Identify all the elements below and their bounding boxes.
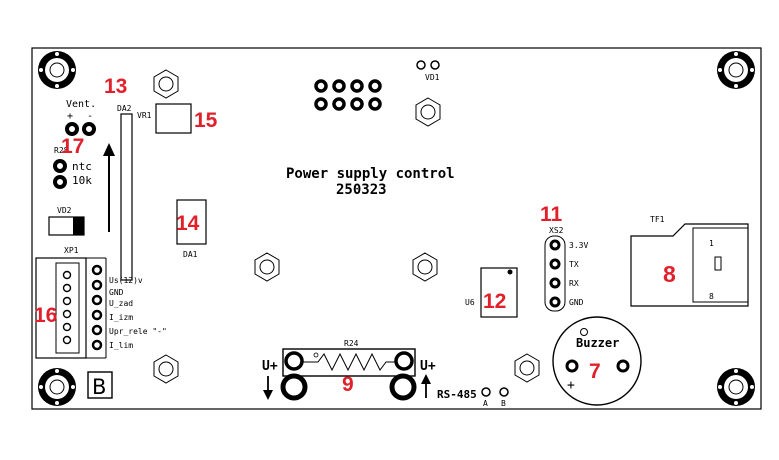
xp1-pin-label: GND xyxy=(109,288,124,297)
u6-pin1-dot xyxy=(507,269,513,275)
hex-standoff xyxy=(514,353,540,383)
xp1-housing xyxy=(35,257,87,359)
xp1-inner xyxy=(55,262,80,354)
xp1-label: XP1 xyxy=(64,246,79,255)
board-code: 250323 xyxy=(336,182,387,198)
tf1-tab xyxy=(714,256,722,271)
mounting-hole-bottom-right xyxy=(717,368,755,406)
arrow-down-icon xyxy=(263,376,273,400)
arrow-up-icon xyxy=(103,143,115,232)
buzzer-outline xyxy=(552,316,642,406)
xp1-pin-label: U_zad xyxy=(109,299,133,308)
hex-standoff xyxy=(254,252,280,282)
u6-outline xyxy=(480,267,518,318)
u-plus-left: U+ xyxy=(262,359,278,374)
mounting-hole-top-right xyxy=(717,51,755,89)
frame-letter: B xyxy=(92,375,106,399)
vd1-pads xyxy=(416,60,440,70)
buzzer-pads xyxy=(565,359,630,373)
u6-label: U6 xyxy=(465,298,475,307)
callout-14: 14 xyxy=(176,212,200,235)
callout-11: 11 xyxy=(540,203,563,226)
tf1-label: TF1 xyxy=(650,215,665,224)
xs2-pin-label: RX xyxy=(569,279,579,288)
callout-7: 7 xyxy=(589,360,601,383)
callout-15: 15 xyxy=(194,109,218,132)
xs2-label: XS2 xyxy=(549,226,564,235)
vd2-cathode-band xyxy=(73,217,84,235)
xs2-pin-label: GND xyxy=(569,298,584,307)
buzzer-plus: + xyxy=(567,378,575,393)
callout-16: 16 xyxy=(34,304,57,327)
power-terminal-right xyxy=(389,373,417,401)
rs485-b: B xyxy=(501,399,506,408)
da1-label: DA1 xyxy=(183,250,198,259)
xs2-outline xyxy=(544,235,566,312)
r24-outline xyxy=(282,348,416,377)
xs2-pads xyxy=(549,239,561,308)
vent-minus: - xyxy=(87,111,93,122)
mounting-hole-top-left xyxy=(38,51,76,89)
tf1-pin8: 8 xyxy=(709,292,714,301)
mounting-hole-bottom-left xyxy=(38,368,76,406)
vr1-outline xyxy=(155,103,192,134)
xs2-pin-label: TX xyxy=(569,260,579,269)
xp1-inner-pins xyxy=(62,270,72,345)
board-title: Power supply control xyxy=(286,166,455,182)
xp1-pin-label: I_izm xyxy=(109,313,133,322)
resistor-zigzag-icon xyxy=(302,352,396,372)
callout-12: 12 xyxy=(483,290,506,313)
ntc-value: 10k xyxy=(72,174,92,187)
vd2-label: VD2 xyxy=(57,206,72,215)
xp1-pin-label: Upr_rele "-" xyxy=(109,327,167,336)
buzzer-label: Buzzer xyxy=(576,336,619,350)
rs485-a: A xyxy=(483,399,488,408)
hex-standoff xyxy=(153,69,179,99)
ntc-label: ntc xyxy=(72,160,92,173)
da2-label: DA2 xyxy=(117,104,132,113)
callout-9: 9 xyxy=(342,373,354,396)
ntc-pads xyxy=(53,159,67,189)
frame-letter-box xyxy=(87,371,113,399)
da1-outline xyxy=(176,199,207,245)
arrow-up-icon xyxy=(421,374,431,398)
board-outline xyxy=(31,47,762,410)
header-pads-2x4 xyxy=(314,79,382,111)
vent-pads xyxy=(65,122,96,136)
rs485-pads xyxy=(481,387,509,397)
hex-standoff xyxy=(153,354,179,384)
hex-standoff xyxy=(412,252,438,282)
callout-13: 13 xyxy=(104,75,127,98)
vent-plus: + xyxy=(67,111,73,122)
vr1-label: VR1 xyxy=(137,111,152,120)
da2-outline xyxy=(120,113,133,281)
power-terminal-left xyxy=(280,373,308,401)
xp1-pin-label: I_lim xyxy=(109,341,133,350)
vd1-label: VD1 xyxy=(425,73,440,82)
callout-17: 17 xyxy=(61,135,84,158)
xp1-pin-label: Us(12)v xyxy=(109,276,143,285)
xp1-pads xyxy=(91,264,103,351)
vent-label: Vent. xyxy=(66,99,96,110)
r24-label: R24 xyxy=(344,339,359,348)
hex-standoff xyxy=(415,97,441,127)
tf1-pin1: 1 xyxy=(709,239,714,248)
tf1-outline xyxy=(630,223,749,307)
tf1-inner xyxy=(692,227,749,303)
u-plus-right: U+ xyxy=(420,359,436,374)
rs485-label: RS-485 xyxy=(437,388,477,401)
callout-8: 8 xyxy=(663,261,676,287)
r28-label: R28 xyxy=(54,146,69,155)
xs2-pin-label: 3.3V xyxy=(569,241,588,250)
